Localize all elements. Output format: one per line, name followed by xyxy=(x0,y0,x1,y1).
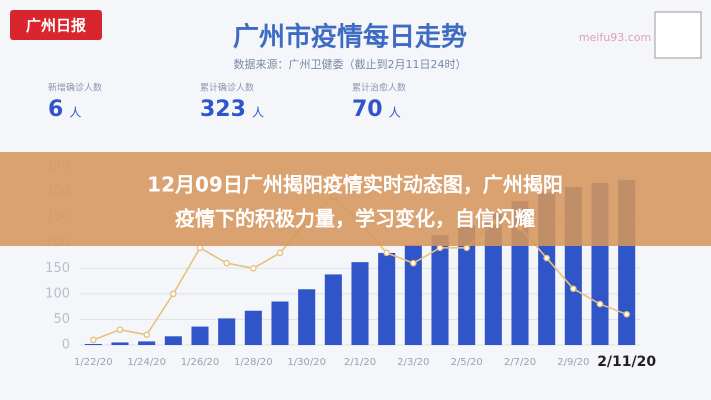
line-point xyxy=(250,264,257,272)
stat-label: 累计治愈人数 xyxy=(352,82,406,94)
chart-title: 广州市疫情每日走势 xyxy=(233,22,467,53)
bar xyxy=(484,213,502,345)
stat-value: 70 xyxy=(352,97,383,122)
bar xyxy=(191,326,209,345)
line-point xyxy=(90,336,97,344)
stat-value: 323 xyxy=(200,97,246,122)
x-tick-label: 2/11/20 xyxy=(597,354,656,370)
y-tick-label: 100 xyxy=(45,286,70,301)
line-point xyxy=(463,244,470,252)
banner-text: 疫情下的积极力量，学习变化，自信闪耀 xyxy=(175,207,535,231)
line-point xyxy=(223,259,230,267)
x-tick-label: 2/5/20 xyxy=(451,357,483,368)
line-point xyxy=(596,300,604,308)
bar xyxy=(138,341,156,345)
x-tick-label: 1/30/20 xyxy=(287,357,326,368)
x-tick-label: 2/3/20 xyxy=(397,357,429,368)
bar xyxy=(298,289,316,345)
bar xyxy=(218,318,236,345)
line-point xyxy=(276,249,284,257)
bar xyxy=(404,244,422,345)
x-tick-label: 1/22/20 xyxy=(74,357,113,368)
bar xyxy=(84,343,102,345)
line-point xyxy=(623,311,630,318)
y-tick-label: 50 xyxy=(53,312,70,327)
stat-unit: 人 xyxy=(69,106,81,120)
x-tick-label: 1/24/20 xyxy=(127,357,166,368)
bar xyxy=(458,225,476,345)
watermark: meifu93.com xyxy=(579,31,651,44)
stat-unit: 人 xyxy=(252,106,264,120)
qr-code xyxy=(654,11,702,59)
line-point xyxy=(436,244,444,252)
line-point xyxy=(143,331,150,339)
bar xyxy=(164,336,182,345)
line-point xyxy=(170,290,177,298)
line-point xyxy=(383,249,390,257)
bar xyxy=(271,301,289,345)
stat-value: 6 xyxy=(48,97,63,122)
line-point xyxy=(570,285,577,293)
x-tick-label: 1/26/20 xyxy=(181,357,220,368)
bar xyxy=(111,342,129,345)
source: 数据来源：广州卫健委（截止到2月11日24时） xyxy=(234,57,467,71)
y-tick-label: 0 xyxy=(62,338,70,353)
x-tick-label: 1/28/20 xyxy=(234,357,273,368)
line-point xyxy=(196,244,204,252)
line-point xyxy=(543,254,550,262)
stat-unit: 人 xyxy=(389,106,401,120)
logo: 广州日报 xyxy=(26,17,86,35)
x-tick-label: 2/7/20 xyxy=(504,357,536,368)
line-point xyxy=(410,259,417,267)
bar xyxy=(351,262,369,345)
bar xyxy=(431,235,449,345)
x-tick-label: 2/1/20 xyxy=(344,357,376,368)
x-tick-label: 2/9/20 xyxy=(557,357,589,368)
y-tick-label: 150 xyxy=(45,261,70,276)
stat-label: 新增确诊人数 xyxy=(48,82,102,94)
bar xyxy=(378,252,396,345)
logo-box xyxy=(10,10,102,40)
stat-label: 累计确诊人数 xyxy=(200,82,254,94)
banner-text: 12月09日广州揭阳疫情实时动态图，广州揭阳 xyxy=(147,173,563,197)
bar xyxy=(324,274,342,345)
banner xyxy=(0,152,711,246)
line-point xyxy=(116,326,124,333)
bar xyxy=(244,310,262,345)
